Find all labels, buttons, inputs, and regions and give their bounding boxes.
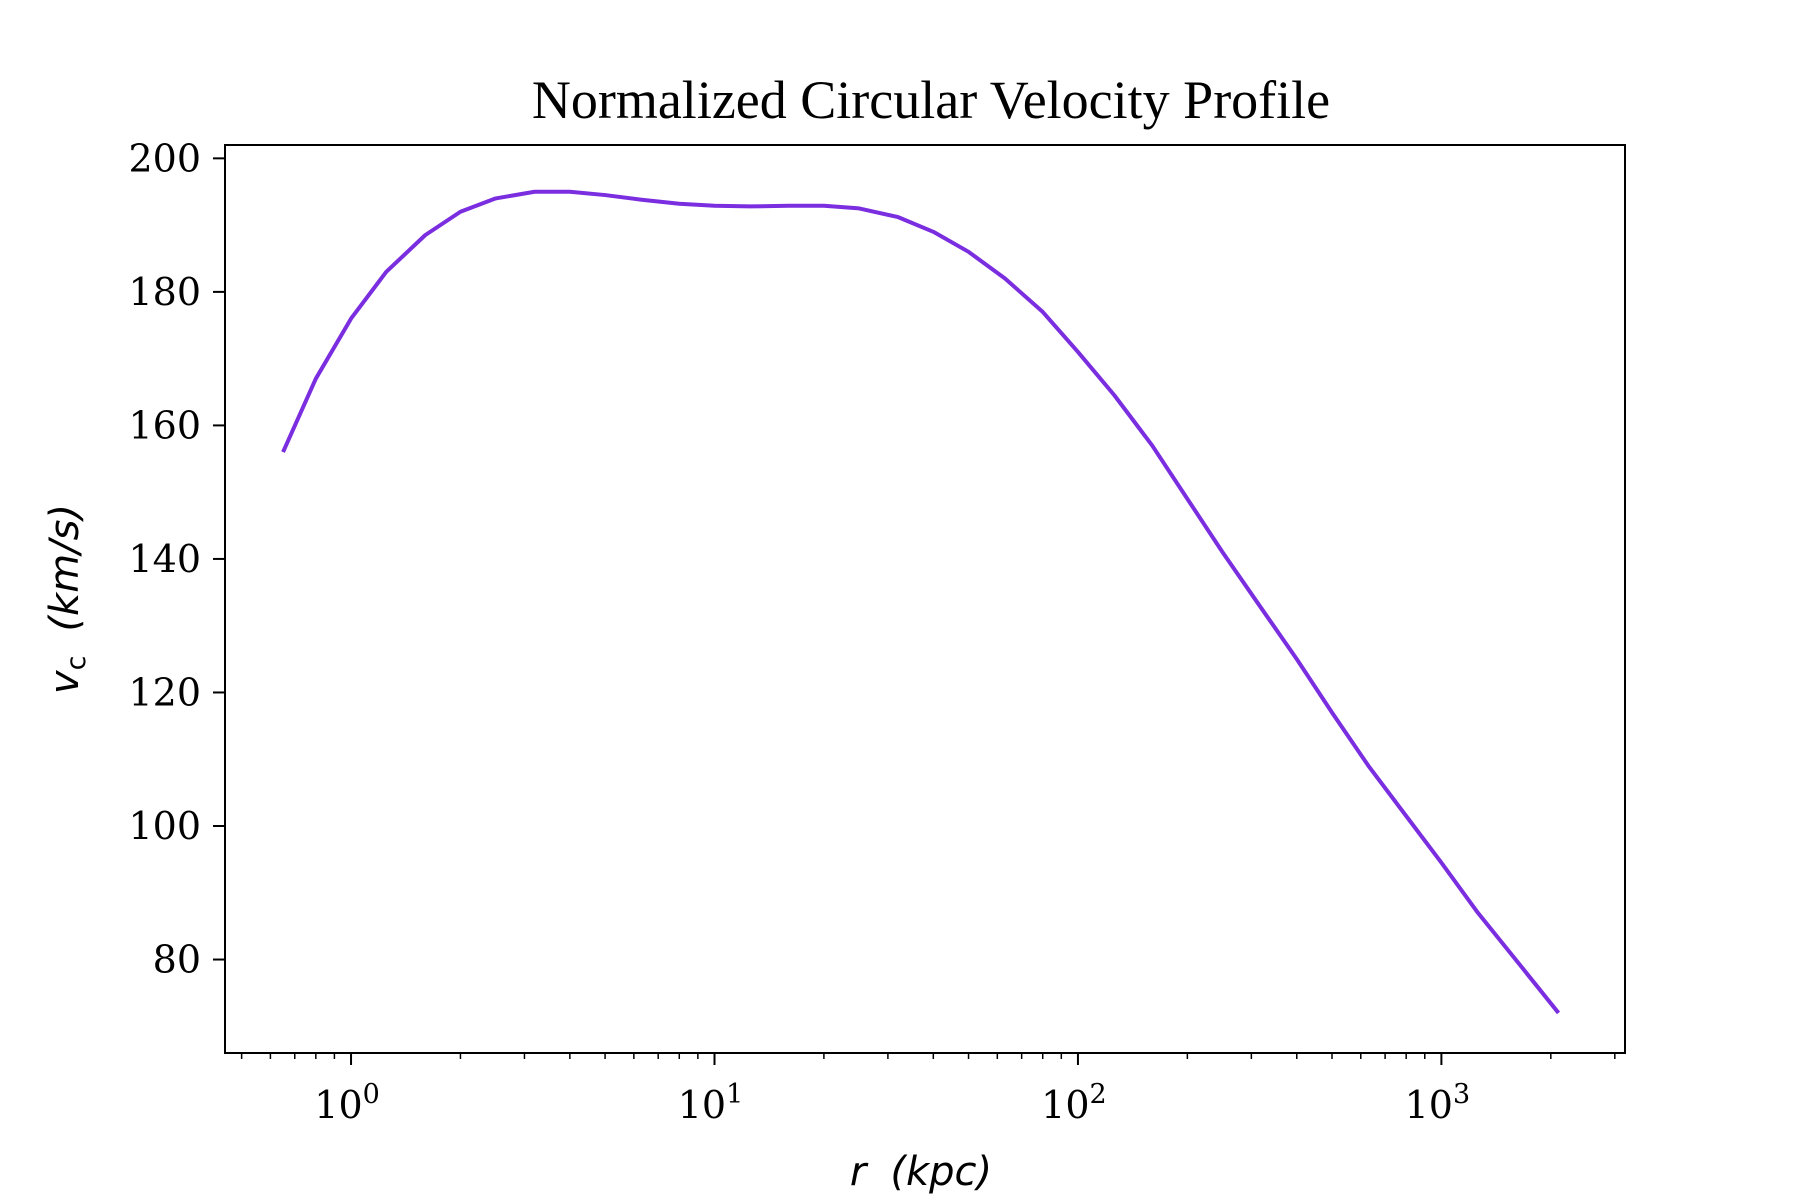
x-tick-label: 101 xyxy=(678,1079,744,1127)
y-axis-label: vc (km/s) xyxy=(42,504,92,694)
x-tick-label: 102 xyxy=(1041,1079,1107,1127)
y-tick-label: 120 xyxy=(128,670,201,714)
y-axis-label-unit: (km/s) xyxy=(42,504,88,632)
x-tick-label-base: 10 xyxy=(314,1083,362,1127)
x-tick-label-base: 10 xyxy=(1041,1083,1089,1127)
x-tick-label: 103 xyxy=(1405,1079,1471,1127)
x-axis-label: r (kpc) xyxy=(850,1149,992,1195)
y-tick-label: 180 xyxy=(128,270,201,314)
y-tick-label: 160 xyxy=(128,403,201,447)
y-tick-label: 200 xyxy=(128,136,201,180)
x-tick-label-base: 10 xyxy=(1405,1083,1453,1127)
y-tick-label: 100 xyxy=(128,804,201,848)
y-axis: 80 100 120 140 160 180 200 xyxy=(128,136,225,982)
y-tick-label: 140 xyxy=(128,537,201,581)
y-axis-label-var: v xyxy=(42,669,88,694)
x-axis: 100 101 102 103 xyxy=(240,1053,1616,1127)
series-group xyxy=(281,189,1561,1015)
chart-title: Normalized Circular Velocity Profile xyxy=(532,70,1330,130)
y-axis-label-sub: c xyxy=(61,656,92,671)
x-tick-label-exponent: 0 xyxy=(363,1079,380,1110)
x-axis-label-unit: (kpc) xyxy=(890,1149,992,1195)
velocity-curve xyxy=(281,189,1561,1015)
plot-frame xyxy=(224,144,1626,1054)
y-tick-label: 80 xyxy=(153,938,201,982)
x-tick-label-exponent: 2 xyxy=(1090,1079,1107,1110)
x-axis-label-var: r xyxy=(850,1149,869,1195)
x-tick-label-base: 10 xyxy=(678,1083,726,1127)
x-tick-label-exponent: 1 xyxy=(726,1079,743,1110)
x-tick-label: 100 xyxy=(314,1079,380,1127)
x-tick-label-exponent: 3 xyxy=(1453,1079,1470,1110)
